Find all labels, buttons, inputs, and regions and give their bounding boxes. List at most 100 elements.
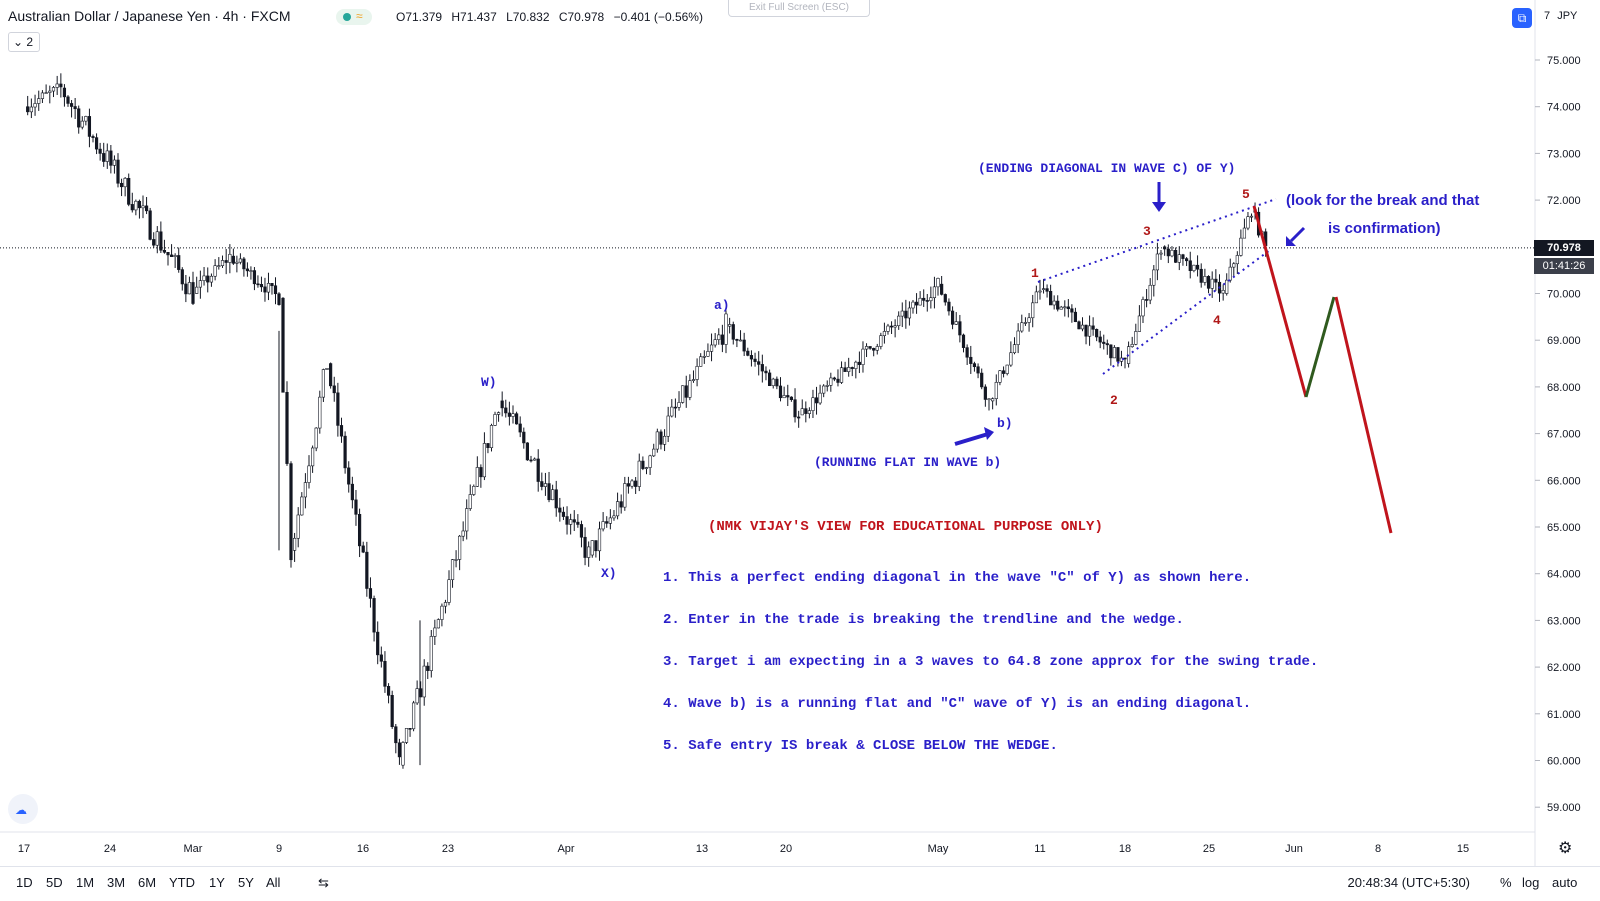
candle-body xyxy=(285,391,289,464)
timeframe-ytd[interactable]: YTD xyxy=(169,875,195,890)
candle-body xyxy=(336,392,340,426)
candle-body xyxy=(191,282,195,304)
log-scale-toggle[interactable]: log xyxy=(1522,875,1540,890)
date-range-icon[interactable]: ⇆ xyxy=(318,875,329,890)
candle-body xyxy=(411,702,416,730)
diagonal-wave-2-label: 2 xyxy=(1110,393,1118,408)
candle-body xyxy=(688,380,692,398)
timeframe-5y[interactable]: 5Y xyxy=(238,875,254,890)
candle-body xyxy=(579,524,584,538)
symbol-title[interactable]: Australian Dollar / Japanese Yen · 4h · … xyxy=(8,8,291,24)
candle-body xyxy=(408,728,412,730)
market-status-indicator[interactable]: ≈ xyxy=(336,9,372,25)
candle-body xyxy=(965,347,969,358)
price-tick-label: 65.000 xyxy=(1547,522,1581,534)
timeframe-5d[interactable]: 5D xyxy=(46,875,63,890)
clock-readout[interactable]: 20:48:34 (UTC+5:30) xyxy=(1347,875,1470,890)
open-value: O71.379 xyxy=(396,10,443,24)
timeframe-1d[interactable]: 1D xyxy=(16,875,33,890)
timeframe-1y[interactable]: 1Y xyxy=(209,875,225,890)
time-tick-label: 18 xyxy=(1119,843,1131,855)
candle-body xyxy=(943,294,947,303)
last-price-badge: 70.978 xyxy=(1534,239,1594,256)
price-tick-label: 61.000 xyxy=(1547,709,1581,721)
candle-body xyxy=(735,338,739,341)
candle-body xyxy=(51,87,56,92)
candle-body xyxy=(443,602,448,607)
candle-body xyxy=(929,297,933,302)
candle-body xyxy=(1080,324,1085,330)
candle-body xyxy=(48,90,52,93)
candle-body xyxy=(850,367,854,369)
ending-diagonal-label: (ENDING DIAGONAL IN WAVE C) OF Y) xyxy=(978,161,1235,176)
candle-body xyxy=(1159,252,1163,255)
candle-body xyxy=(1166,248,1170,257)
candle-body xyxy=(472,486,476,495)
candle-body xyxy=(1225,279,1229,294)
candle-body xyxy=(1155,253,1159,271)
candle-body xyxy=(66,96,70,104)
candle-body xyxy=(504,407,508,414)
candle-body xyxy=(720,334,724,345)
candle-body xyxy=(482,443,487,478)
candle-body xyxy=(440,605,444,620)
candle-body xyxy=(127,177,131,205)
candle-body xyxy=(1098,336,1102,343)
candle-body xyxy=(1073,311,1078,323)
auto-scale-toggle[interactable]: auto xyxy=(1552,875,1578,890)
indicators-collapse-button[interactable]: ⌄ 2 xyxy=(8,32,40,52)
candle-body xyxy=(709,344,714,352)
timeframe-6m[interactable]: 6M xyxy=(138,875,157,890)
candle-body xyxy=(969,356,973,364)
candle-body xyxy=(134,200,138,211)
candle-body xyxy=(673,406,678,409)
candle-body xyxy=(728,324,732,327)
diagonal-arrow-icon xyxy=(1286,226,1306,246)
candle-body xyxy=(1232,263,1236,268)
candle-body xyxy=(637,460,641,487)
exit-fullscreen-button[interactable]: Exit Full Screen (ESC) xyxy=(728,0,870,17)
candle-body xyxy=(1184,258,1189,262)
candle-body xyxy=(123,177,127,188)
candle-body xyxy=(137,200,142,209)
timeframe-1m[interactable]: 1M xyxy=(76,875,95,890)
timeframe-3m[interactable]: 3M xyxy=(107,875,126,890)
candle-body xyxy=(1016,330,1020,345)
candle-body xyxy=(292,537,297,551)
time-tick-label: Mar xyxy=(184,843,203,855)
scale-settings-button[interactable]: ⧉ xyxy=(1512,8,1532,28)
candle-body xyxy=(87,116,92,137)
candle-body xyxy=(648,455,652,468)
candle-body xyxy=(454,559,458,561)
candle-body xyxy=(357,514,362,547)
price-tick-label: 66.000 xyxy=(1547,475,1581,487)
timeframe-all[interactable]: All xyxy=(266,875,281,890)
candle-body xyxy=(879,335,883,347)
candle-body xyxy=(634,480,638,487)
diagonal-wave-5-label: 5 xyxy=(1242,187,1250,202)
candle-body xyxy=(1001,370,1006,374)
candle-body xyxy=(619,501,623,508)
candle-body xyxy=(224,260,228,263)
candle-body xyxy=(73,106,77,110)
tradingview-logo[interactable]: ☁ xyxy=(8,794,38,824)
candle-body xyxy=(659,431,663,445)
cloud-icon: ☁ xyxy=(15,803,27,817)
candle-body xyxy=(339,425,344,437)
chart-settings-icon[interactable]: ⚙ xyxy=(1558,840,1573,857)
candle-body xyxy=(479,467,483,478)
candle-body xyxy=(461,530,465,537)
candle-body xyxy=(731,324,735,340)
candle-body xyxy=(699,356,703,367)
candle-body xyxy=(376,631,380,656)
candle-body xyxy=(493,414,497,426)
candle-body xyxy=(29,106,33,113)
time-tick-label: 16 xyxy=(357,843,369,855)
candle-body xyxy=(1210,278,1214,289)
candle-body xyxy=(245,268,250,272)
candle-body xyxy=(561,511,566,517)
percent-scale-toggle[interactable]: % xyxy=(1500,875,1512,890)
candle-body xyxy=(1188,260,1192,271)
candle-body xyxy=(1041,288,1046,290)
